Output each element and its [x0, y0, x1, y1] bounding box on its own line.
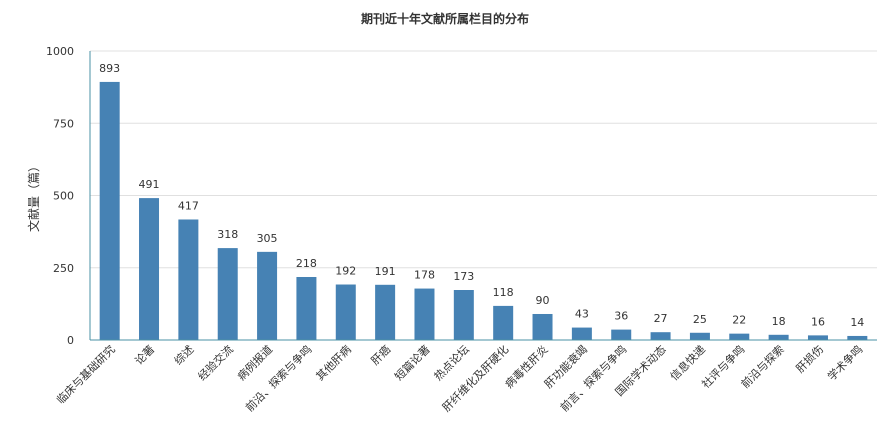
y-axis-ticks: 0 250 500 750 1000	[46, 45, 74, 347]
bar	[650, 332, 671, 340]
gridlines	[90, 50, 877, 269]
data-label: 218	[296, 257, 317, 270]
bar	[453, 290, 474, 340]
category-label: 信息快递	[667, 342, 708, 383]
bar	[178, 219, 199, 340]
y-tick-label: 250	[53, 262, 74, 275]
bar	[139, 198, 160, 340]
category-label: 其他肝病	[313, 342, 354, 383]
data-label: 14	[850, 316, 864, 329]
data-label: 305	[257, 232, 278, 245]
data-label: 27	[654, 312, 668, 325]
data-label: 192	[335, 265, 356, 278]
bar	[414, 288, 435, 340]
bar	[571, 327, 592, 340]
data-label: 173	[453, 270, 474, 283]
category-label: 肝纤维化及肝硬化	[439, 342, 511, 414]
category-label: 病例报道	[234, 342, 275, 383]
y-axis-label: 文献量（篇）	[26, 160, 41, 232]
data-label: 36	[614, 310, 628, 323]
category-label: 前沿、探索与争鸣	[242, 342, 314, 414]
data-label: 191	[375, 265, 396, 278]
category-label: 论著	[132, 342, 157, 367]
data-label: 16	[811, 315, 825, 328]
category-label: 热点论坛	[431, 342, 472, 383]
data-label: 893	[99, 62, 120, 75]
category-label: 临床与基础研究	[53, 342, 117, 406]
bar	[807, 335, 828, 340]
category-label: 前沿与探索	[738, 342, 787, 391]
category-label: 短篇论著	[392, 342, 433, 383]
bar	[847, 335, 868, 340]
category-label: 肝癌	[368, 342, 393, 367]
data-label: 22	[732, 314, 746, 327]
bar	[689, 332, 710, 340]
bar	[493, 305, 514, 340]
category-label: 肝损伤	[793, 342, 826, 375]
category-label: 综述	[171, 342, 196, 367]
bar	[611, 329, 632, 340]
y-tick-label: 750	[53, 117, 74, 130]
bar	[729, 333, 750, 340]
data-label: 18	[772, 315, 786, 328]
bar	[375, 284, 396, 340]
bars	[99, 81, 868, 340]
bar	[532, 313, 553, 340]
y-tick-label: 500	[53, 190, 74, 203]
category-label: 前言、探索与争鸣	[557, 342, 629, 414]
bar	[296, 276, 317, 340]
data-labels: 893 491 417 318 305 218 192 191 178 173 118 90 43 36 2…	[99, 62, 864, 329]
y-tick-label: 1000	[46, 45, 74, 58]
chart-title: 期刊近十年文献所属栏目的分布	[361, 11, 529, 26]
bar	[217, 248, 238, 340]
bar	[335, 284, 356, 340]
category-label: 经验交流	[195, 342, 236, 383]
category-label: 学术争鸣	[824, 342, 865, 383]
data-label: 178	[414, 269, 435, 282]
bar	[257, 251, 278, 340]
data-label: 491	[139, 178, 160, 191]
data-label: 318	[217, 228, 238, 241]
y-tick-label: 0	[67, 334, 74, 347]
data-label: 118	[493, 286, 514, 299]
data-label: 417	[178, 199, 199, 212]
data-label: 43	[575, 308, 589, 321]
bar	[99, 81, 120, 340]
data-label: 90	[536, 294, 550, 307]
bar	[768, 334, 789, 340]
data-label: 25	[693, 313, 707, 326]
